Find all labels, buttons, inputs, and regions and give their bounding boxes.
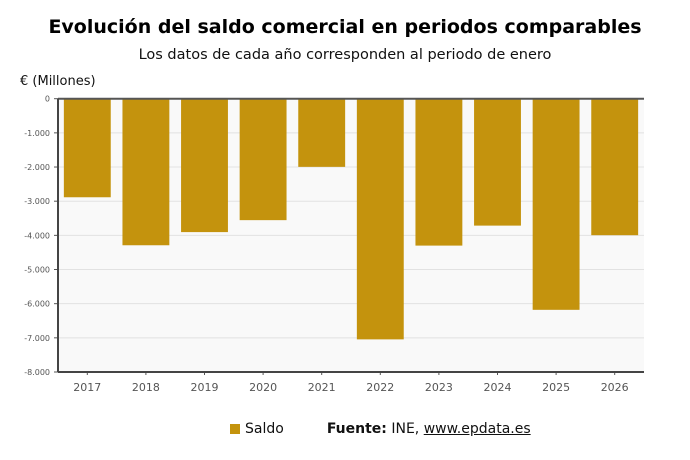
- y-tick-label: -5.000: [24, 266, 50, 275]
- x-tick-label: 2022: [366, 381, 394, 394]
- x-tick-label: 2023: [425, 381, 453, 394]
- x-tick-label: 2019: [191, 381, 219, 394]
- x-tick-label: 2020: [249, 381, 277, 394]
- bar-2017: [63, 98, 111, 198]
- bar-2026: [591, 98, 639, 236]
- y-tick-label: -4.000: [24, 231, 50, 240]
- bar-2019: [181, 98, 228, 233]
- bar-2021: [298, 98, 346, 167]
- x-tick-label: 2018: [132, 381, 160, 394]
- y-tick-label: -8.000: [24, 368, 50, 377]
- bar-2024: [474, 98, 521, 226]
- y-tick-label: -7.000: [24, 334, 50, 343]
- bar-2023: [415, 98, 463, 246]
- y-tick-label: -6.000: [24, 300, 50, 309]
- legend: Saldo Fuente: INE, www.epdata.es: [230, 421, 531, 437]
- legend-label: Saldo: [245, 421, 284, 437]
- x-tick-label: 2026: [601, 381, 629, 394]
- legend-swatch: [230, 424, 240, 434]
- bar-2025: [532, 98, 580, 310]
- chart-title: Evolución del saldo comercial en periodo…: [48, 16, 642, 38]
- x-tick-label: 2025: [542, 381, 570, 394]
- x-tick-label: 2021: [308, 381, 336, 394]
- bar-2022: [356, 98, 404, 340]
- chart-subtitle: Los datos de cada año corresponden al pe…: [138, 47, 552, 63]
- y-axis-label: € (Millones): [20, 74, 96, 89]
- source-label: Fuente:: [326, 421, 387, 437]
- x-tick-label: 2024: [484, 381, 512, 394]
- bar-2020: [239, 98, 287, 221]
- y-tick-label: 0: [45, 95, 50, 104]
- y-tick-label: -1.000: [24, 129, 50, 138]
- bar-2018: [122, 98, 170, 246]
- source-text: INE,: [386, 421, 424, 437]
- source-link[interactable]: www.epdata.es: [423, 421, 531, 437]
- x-tick-label: 2017: [73, 381, 101, 394]
- y-tick-label: -2.000: [24, 163, 50, 172]
- y-tick-label: -3.000: [24, 197, 50, 206]
- source: Fuente: INE, www.epdata.es: [327, 421, 531, 437]
